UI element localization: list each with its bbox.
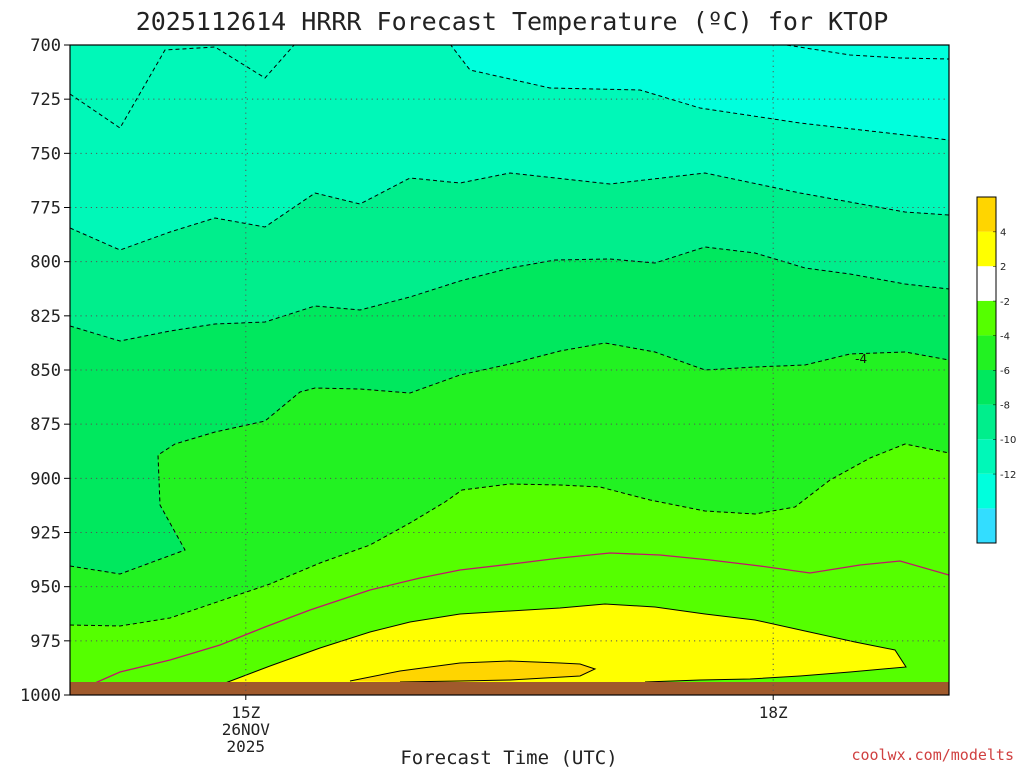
- colorbar-tick-label: -2: [1000, 297, 1010, 308]
- colorbar-swatch: [977, 335, 996, 370]
- y-tick-label: 700: [30, 36, 61, 56]
- colorbar-tick-label: -6: [1000, 366, 1010, 377]
- colorbar-frame: [976, 196, 997, 544]
- contour-line-minus12-upper: [783, 45, 949, 60]
- band-above-plus4: [350, 661, 595, 682]
- y-axis: 700 725 750 775 800 825 850 875 900 925 950 975 1000: [20, 36, 70, 706]
- y-tick-label: 1000: [20, 686, 61, 706]
- colorbar-swatch: [977, 231, 996, 267]
- colorbar-tick-label: 2: [1000, 262, 1006, 273]
- chart-title: 2025112614 HRRR Forecast Temperature (ºC…: [136, 7, 889, 36]
- contour-line-minus4: [70, 342, 949, 575]
- contour-line-minus10: [450, 45, 949, 141]
- colorbar-tick-label: -8: [1000, 401, 1010, 412]
- x-tick-label: 26NOV: [222, 720, 271, 739]
- y-tick-label: 850: [30, 361, 61, 381]
- contour-lines: [70, 45, 949, 686]
- y-tick-label: 875: [30, 415, 61, 435]
- y-tick-label: 925: [30, 524, 61, 544]
- colorbar-tick-label: -4: [1000, 331, 1010, 342]
- contour-line-minus6: [70, 246, 949, 342]
- y-tick-label: 950: [30, 578, 61, 598]
- colorbar-swatch: [977, 300, 996, 336]
- contour-line-minus8: [70, 172, 949, 251]
- y-tick-label: 900: [30, 469, 61, 489]
- x-axis-label: Forecast Time (UTC): [400, 747, 617, 768]
- colorbar-tick-label: 4: [1000, 228, 1006, 239]
- contour-value-labels: -8-6-4-4-204: [855, 352, 867, 366]
- ground-surface: [70, 682, 949, 695]
- y-tick-label: 775: [30, 199, 61, 219]
- y-tick-label: 800: [30, 253, 61, 273]
- colorbar-swatch: [977, 404, 996, 440]
- gridlines: [70, 45, 949, 695]
- source-credit: coolwx.com/modelts: [851, 746, 1014, 764]
- colorbar-swatch: [977, 439, 996, 474]
- x-tick-label: 15Z: [231, 703, 260, 722]
- colorbar-tick-label: -12: [1000, 470, 1016, 481]
- plot-area: -8-6-4-4-204: [70, 45, 949, 695]
- contour-line-plus2: [219, 603, 907, 686]
- colorbar-swatch: [977, 266, 996, 301]
- colorbar-swatch: [977, 508, 996, 543]
- x-tick-label: 2025: [227, 737, 266, 756]
- colorbar-swatch: [977, 370, 996, 405]
- contour-label: -4: [855, 352, 867, 366]
- y-tick-label: 825: [30, 307, 61, 327]
- colorbar-swatch: [977, 473, 996, 509]
- colorbar-swatch: [977, 197, 996, 232]
- y-tick-label: 750: [30, 144, 61, 164]
- contour-line-minus12: [70, 45, 295, 129]
- contour-line-zero: [94, 552, 949, 684]
- x-axis: 15Z26NOV202518Z21Z00Z27NOV03Z06Z: [222, 695, 788, 756]
- contour-line-plus4: [349, 660, 597, 683]
- contour-line-minus2: [70, 443, 949, 627]
- y-tick-label: 975: [30, 632, 61, 652]
- colorbar-tick-label: -10: [1000, 435, 1016, 446]
- colorbar-legend: -12 -10 -8 -6 -4 -2 2 4: [976, 196, 1016, 544]
- y-tick-label: 725: [30, 90, 61, 110]
- x-tick-label: 18Z: [759, 703, 788, 722]
